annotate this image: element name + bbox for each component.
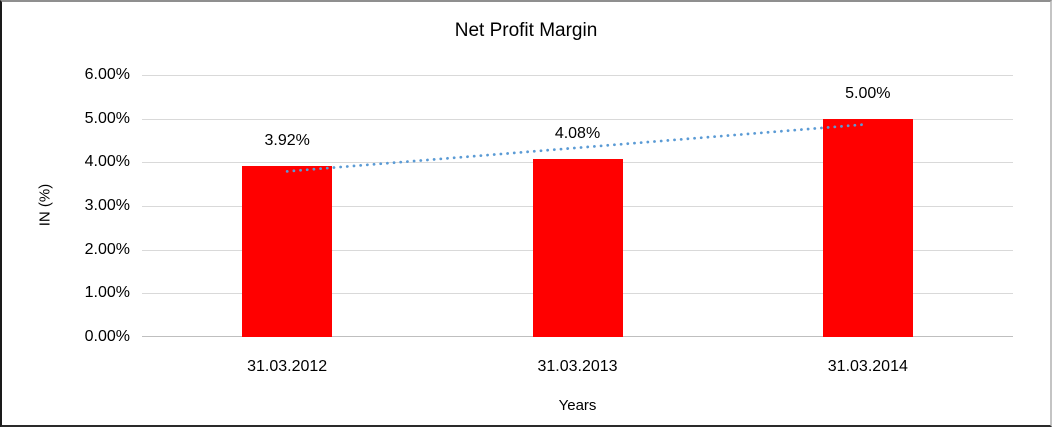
x-axis-title: Years — [558, 397, 597, 414]
y-tick-label: 6.00% — [84, 66, 130, 83]
y-tick-label: 3.00% — [84, 197, 130, 214]
bar-data-label: 5.00% — [845, 84, 891, 102]
bar-data-label: 4.08% — [554, 124, 601, 142]
bar-31.03.2012 — [242, 165, 333, 337]
gridline — [142, 75, 1013, 76]
gridline — [142, 118, 1013, 120]
x-tick-label: 31.03.2013 — [537, 358, 618, 375]
y-tick-label: 0.00% — [84, 328, 130, 345]
y-tick-label: 5.00% — [84, 109, 130, 127]
y-tick-label: 4.00% — [84, 153, 130, 171]
y-tick-label: 1.00% — [84, 284, 130, 302]
x-tick-label: 31.03.2012 — [247, 358, 328, 375]
bar-31.03.2014 — [822, 118, 913, 337]
plot-area: 3.92% 4.08% 5.00% — [142, 75, 1013, 337]
x-tick-label: 31.03.2014 — [827, 358, 908, 375]
bar-31.03.2013 — [532, 158, 623, 337]
y-tick-label: 2.00% — [84, 240, 130, 258]
chart-title: Net Profit Margin — [454, 20, 598, 41]
bar-data-label: 3.92% — [264, 131, 310, 149]
